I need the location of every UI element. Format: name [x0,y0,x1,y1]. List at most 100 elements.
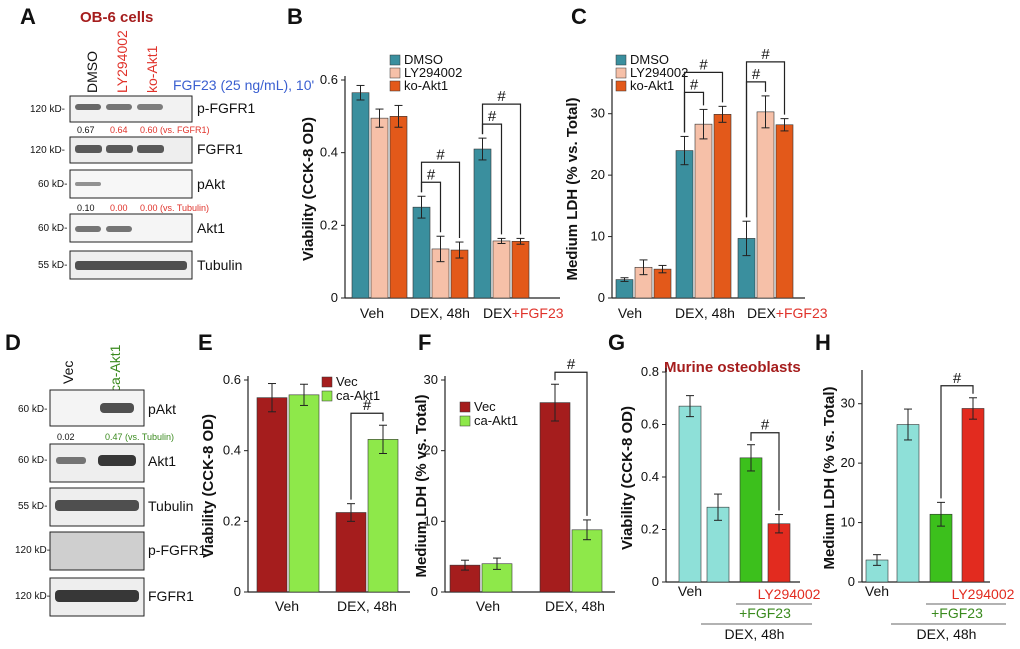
significance-marker: # [953,370,962,387]
blot-a-pfgfr1: 120 kD- p-FGFR1 [30,95,256,123]
chart-f: 0 10 20 30 Medium LDH (% vs. Total) Vecca-Akt… [413,356,615,614]
bar-ly294002 [492,240,511,299]
ly294002-label: LY294002 [758,586,821,602]
significance-bracket [683,71,724,133]
x-category-suffix: +FGF23 [776,305,828,321]
x-category-label: Veh [360,305,384,321]
band-label: FGFR1 [197,141,243,157]
y-tick-label: 0.4 [641,469,659,484]
band-label: p-FGFR1 [197,100,256,116]
bar-ko-akt1 [713,114,732,299]
panel-h-letter: H [815,330,831,355]
legend-label: ca-Akt1 [336,388,380,403]
significance-bracket [750,432,780,511]
bar-ca-akt1 [288,394,320,593]
kd-marker: 60 kD- [18,455,47,466]
y-tick-label: 10 [424,513,438,528]
legend-swatch [615,54,627,66]
y-tick-label: 0.8 [641,364,659,379]
bar-2 [896,424,920,583]
legend-swatch [321,376,333,388]
y-tick-label: 10 [841,515,855,530]
x-category-label: Veh [476,598,500,614]
bar-ko-akt1 [653,268,672,299]
y-axis-label: Viability (CCK-8 OD) [619,406,636,550]
y-axis-label: Medium LDH (% vs. Total) [564,97,581,280]
blot-d-fgfr1: 120 kD- FGFR1 [15,577,194,617]
bar-dmso [351,92,370,299]
blot-d-pfgfr1: 120 kD- p-FGFR1 [15,531,207,571]
bar-vec [539,402,571,593]
band-label: pAkt [148,401,176,417]
x-category-label: Veh [618,305,642,321]
blot-a-fgfr1: 120 kD- FGFR1 [30,136,243,164]
band-label: Akt1 [197,220,225,236]
kd-marker: 60 kD- [38,223,67,234]
significance-marker: # [752,66,761,83]
y-tick-label: 20 [424,443,438,458]
quant-a2-ly: 0.00 [110,203,128,213]
x-category-label: DEX, 48h [337,598,397,614]
fgf23-label: +FGF23 [739,605,791,621]
significance-marker: # [363,397,372,414]
y-axis-label: Viability (CCK-8 OD) [200,414,217,558]
significance-marker: # [497,88,506,105]
bar-3 [739,457,763,583]
bar-ly294002 [756,111,775,299]
bar-vec [335,512,367,593]
y-tick-label: 0 [234,584,241,599]
bar-vec [256,397,288,593]
legend-swatch [389,67,401,79]
quant-a1-ko: 0.60 (vs. FGFR1) [140,125,210,135]
band-label: pAkt [197,176,225,192]
y-tick-label: 0 [652,574,659,589]
y-tick-label: 0.2 [320,217,338,232]
kd-marker: 120 kD- [30,104,65,115]
significance-marker: # [488,108,497,125]
y-tick-label: 10 [591,229,605,244]
lane-label-ko-akt1: ko-Akt1 [144,45,160,93]
significance-marker: # [567,356,576,373]
blot-d-tubulin: 55 kD- Tubulin [18,487,193,527]
significance-bracket [940,385,974,499]
band-label: Akt1 [148,453,176,469]
quant-d-ca: 0.47 (vs. Tubulin) [105,432,174,442]
panel-e-letter: E [198,330,213,355]
chart-g: 0 0.2 0.4 0.6 0.8 Viability (CCK-8 OD) # Veh LY2… [619,364,821,642]
significance-bracket [554,371,588,516]
bar-ly294002 [694,123,713,299]
y-tick-label: 0.6 [641,417,659,432]
x-category-prefix: DEX [747,305,776,321]
legend-label: LY294002 [630,65,688,80]
blot-a-pakt: 60 kD- pAkt [38,169,225,199]
bar-dmso [675,150,694,299]
y-tick-label: 0 [431,584,438,599]
significance-bracket [350,412,384,500]
legend-swatch [615,80,627,92]
y-tick-label: 30 [591,106,605,121]
y-tick-label: 30 [841,396,855,411]
y-tick-label: 0.6 [320,72,338,87]
kd-marker: 120 kD- [15,545,50,556]
y-tick-label: 0.4 [320,145,338,160]
band-label: Tubulin [197,257,242,273]
legend-label: Vec [336,374,358,389]
panel-g-letter: G [608,330,625,355]
bar-ly294002 [370,117,389,299]
legend-swatch [459,415,471,427]
kd-marker: 55 kD- [18,501,47,512]
bar-4 [961,408,985,583]
x-category-label: DEX, 48h [545,598,605,614]
lane-label-ly294002: LY294002 [114,30,130,93]
legend-swatch [389,80,401,92]
x-category-label-veh: Veh [678,583,702,599]
legend-swatch [459,401,471,413]
bar-ko-akt1 [775,124,794,299]
ly294002-label: LY294002 [952,586,1015,602]
panel-g-title: Murine osteoblasts [664,359,801,376]
bar-ko-akt1 [511,241,530,299]
bar-dmso [412,206,431,299]
legend-label: Vec [474,399,496,414]
quant-d-vec: 0.02 [57,432,75,442]
blot-d-pakt: 60 kD- pAkt [18,389,176,427]
